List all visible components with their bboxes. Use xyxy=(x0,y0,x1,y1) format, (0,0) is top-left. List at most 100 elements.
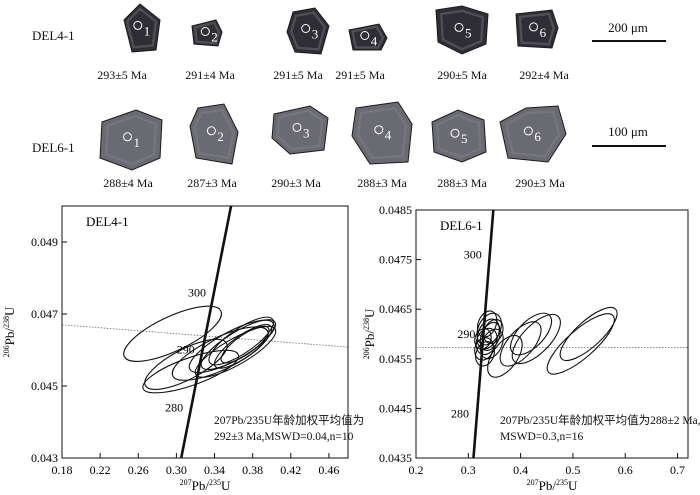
row1-grain-age: 291±4 Ma xyxy=(185,68,235,82)
x-tick-label: 0.34 xyxy=(204,463,225,477)
x-tick-label: 0.2 xyxy=(409,463,424,477)
row2-grain-age: 287±3 Ma xyxy=(187,176,237,190)
x-tick-label: 0.26 xyxy=(128,463,149,477)
x-tick-label: 0.22 xyxy=(90,463,111,477)
plot1-annotation: 207Pb/235U年龄加权平均值为 292±3 Ma,MSWD=0.04,n=… xyxy=(214,413,364,445)
error-ellipse xyxy=(208,316,274,366)
y-axis-label: 206Pb/238U xyxy=(2,306,17,357)
y-tick-label: 0.0485 xyxy=(379,203,412,217)
scale-label-row2: 100 μm xyxy=(608,124,648,139)
plot2-annotation-line2: MSWD=0.3,n=16 xyxy=(500,431,584,443)
y-tick-label: 0.0465 xyxy=(379,302,412,316)
row1-grain-age: 290±5 Ma xyxy=(437,68,487,82)
row2-grain-4: 4 xyxy=(350,100,414,171)
concordia-plot-del6-1: 280 290 300 DEL6-1 0.2 0.3 0.4 0.5 0.6 0.7 0.0435 0… xyxy=(362,203,689,493)
y-tick-label: 0.0475 xyxy=(379,253,412,267)
x-tick-label: 0.18 xyxy=(52,463,73,477)
row1-grain-age: 291±5 Ma xyxy=(335,68,385,82)
row2-grain-3: 3 xyxy=(270,104,330,161)
row1-grain-age: 292±4 Ma xyxy=(519,68,569,82)
x-tick-label: 0.5 xyxy=(565,463,580,477)
row2-grain-6: 6 xyxy=(496,104,568,169)
error-ellipse xyxy=(144,338,228,390)
y-tick-label: 0.0445 xyxy=(379,401,412,415)
plot-frame xyxy=(415,209,689,459)
error-ellipse xyxy=(487,334,523,378)
concordia-age-label: 300 xyxy=(188,285,206,299)
row1-grain-number: 3 xyxy=(312,27,319,42)
x-tick-label: 0.38 xyxy=(242,463,263,477)
error-ellipse xyxy=(474,328,492,350)
x-tick-label: 0.3 xyxy=(461,463,476,477)
error-ellipse xyxy=(546,313,615,375)
plot-title: DEL4-1 xyxy=(86,214,129,229)
row1-grain-5: 5 xyxy=(432,4,492,61)
row2-grain-age: 290±3 Ma xyxy=(271,176,321,190)
scale-label-row1: 200 μm xyxy=(608,20,648,35)
x-tick-label: 0.7 xyxy=(670,463,685,477)
y-tick-label: 0.045 xyxy=(31,379,58,393)
plot1-annotation-line2: 292±3 Ma,MSWD=0.04,n=10 xyxy=(214,431,354,443)
sample-label-row1: DEL4-1 xyxy=(32,28,75,43)
row1-grain-1: 1 xyxy=(118,2,162,59)
row1-grain-4: 4 xyxy=(345,22,389,57)
concordia-curve xyxy=(179,206,233,458)
row1-grain-3: 3 xyxy=(285,6,331,61)
row2-grain-number: 3 xyxy=(303,125,310,140)
y-tick-label: 0.043 xyxy=(31,451,58,465)
y-axis-label: 206Pb/238U xyxy=(362,308,377,359)
row1-grain-number: 5 xyxy=(465,25,472,40)
row2-grain-number: 2 xyxy=(217,129,224,144)
y-tick-label: 0.0455 xyxy=(379,352,412,366)
row1-grain-6: 6 xyxy=(512,8,560,55)
x-tick-label: 0.6 xyxy=(618,463,633,477)
row2-grain-2: 2 xyxy=(188,102,240,171)
row2-grain-number: 1 xyxy=(134,135,141,150)
row1-grain-number: 1 xyxy=(144,23,151,38)
row2-grain-age: 288±3 Ma xyxy=(437,176,487,190)
y-tick-label: 0.047 xyxy=(31,307,58,321)
row2-grain-age: 288±4 Ma xyxy=(103,176,153,190)
plot-title: DEL6-1 xyxy=(440,218,483,233)
error-ellipse xyxy=(483,318,504,345)
y-tick-label: 0.049 xyxy=(31,235,58,249)
error-ellipse xyxy=(194,325,277,378)
row1-grain-number: 2 xyxy=(211,30,218,45)
error-ellipse xyxy=(511,313,561,365)
row1-grain-number: 4 xyxy=(371,34,378,49)
concordia-age-label: 280 xyxy=(451,406,469,420)
concordia-curve xyxy=(472,210,495,458)
plot2-annotation-line1: 207Pb/235U年龄加权平均值为288±2 Ma, xyxy=(500,415,700,427)
row1-grain-2: 2 xyxy=(190,18,224,53)
concordia-age-label: 280 xyxy=(165,401,183,415)
y-tick-label: 0.0435 xyxy=(379,451,412,465)
x-axis-label: 207Pb/235U xyxy=(527,478,578,493)
row1-grain-age: 291±5 Ma xyxy=(273,68,323,82)
error-ellipse xyxy=(220,325,270,364)
plot1-annotation-line1: 207Pb/235U年龄加权平均值为 xyxy=(214,415,365,427)
error-ellipse xyxy=(559,306,618,362)
x-tick-label: 0.42 xyxy=(280,463,301,477)
error-ellipse xyxy=(499,321,542,367)
row2-grain-1: 1 xyxy=(96,108,166,177)
x-tick-label: 0.46 xyxy=(318,463,339,477)
row2-grain-age: 288±3 Ma xyxy=(357,176,407,190)
error-ellipse xyxy=(123,305,222,362)
row2-grain-number: 6 xyxy=(534,129,541,144)
concordia-plot-del4-1: 280 290 300 DEL4-1 0.18 0.22 0.26 0.30 0.34 0.38 0… xyxy=(2,205,349,493)
row2-grain-number: 5 xyxy=(461,131,468,146)
row2-grain-number: 4 xyxy=(385,128,392,143)
row2-grain-5: 5 xyxy=(428,108,488,169)
row1-grain-number: 6 xyxy=(540,25,547,40)
sample-label-row2: DEL6-1 xyxy=(32,140,75,155)
error-ellipse xyxy=(171,326,269,381)
x-axis-label: 207Pb/235U xyxy=(180,478,231,493)
concordia-age-label: 300 xyxy=(464,248,482,262)
concordia-age-label: 290 xyxy=(457,327,475,341)
error-ellipse xyxy=(213,324,273,369)
x-tick-label: 0.4 xyxy=(513,463,528,477)
row1-grain-age: 293±5 Ma xyxy=(97,68,147,82)
row2-grain-age: 290±3 Ma xyxy=(515,176,565,190)
plot-frame xyxy=(61,205,349,459)
